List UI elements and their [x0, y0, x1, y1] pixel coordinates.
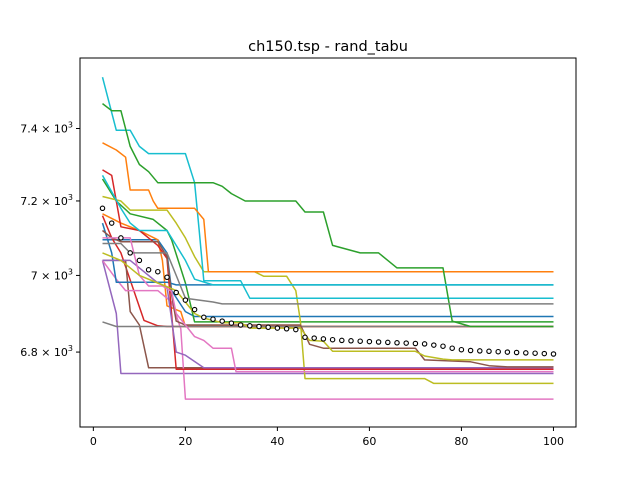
mean-point — [127, 250, 133, 256]
series-line-12 — [102, 142, 554, 273]
mean-markers — [99, 205, 557, 357]
series-line-2 — [102, 213, 554, 328]
mean-point — [311, 335, 317, 341]
mean-point — [486, 348, 492, 355]
mean-point — [412, 340, 419, 347]
mean-point — [403, 340, 409, 346]
mean-point — [274, 325, 281, 331]
mean-point — [532, 350, 538, 356]
mean-point — [513, 349, 520, 356]
y-tick-label: 6.8 × 103 — [20, 344, 73, 359]
x-tick-label: 80 — [454, 435, 468, 448]
series-line-14 — [102, 169, 554, 370]
mean-point — [467, 347, 474, 354]
mean-point — [173, 289, 179, 296]
mean-point — [357, 338, 363, 344]
y-axis: 6.8 × 103 7 × 103 7.2 × 103 7.4 × 103 — [20, 121, 80, 359]
mean-point — [329, 336, 336, 343]
mean-point — [348, 338, 354, 344]
mean-point — [440, 343, 446, 349]
mean-point — [108, 220, 115, 226]
plot-area — [79, 57, 577, 428]
series-line-13 — [102, 103, 554, 328]
mean-point — [375, 339, 382, 345]
mean-point — [504, 349, 511, 355]
y-tick-label: 7.2 × 103 — [20, 193, 73, 208]
series-group — [101, 77, 554, 400]
mean-point — [191, 306, 198, 313]
series-line-18 — [102, 242, 554, 305]
mean-point — [550, 351, 557, 357]
x-tick-label: 40 — [270, 435, 284, 448]
mean-point — [366, 338, 373, 345]
mean-point — [302, 334, 308, 341]
series-line-20 — [101, 175, 554, 286]
mean-point — [228, 320, 235, 326]
mean-point — [385, 339, 391, 346]
mean-point — [477, 348, 483, 354]
series-line-5 — [101, 260, 554, 375]
mean-point — [283, 326, 290, 332]
mean-point — [339, 337, 345, 344]
x-tick-label: 60 — [362, 435, 376, 448]
series-line-7 — [101, 259, 554, 400]
mean-point — [136, 257, 143, 264]
x-tick-label: 0 — [90, 435, 97, 448]
mean-point — [265, 324, 271, 331]
mean-point — [237, 322, 244, 328]
y-tick-label: 7.4 × 103 — [20, 121, 73, 136]
x-tick-label: 100 — [543, 435, 564, 448]
chart-title: ch150.tsp - rand_tabu — [248, 39, 408, 55]
mean-point — [247, 323, 253, 329]
x-axis: 0 20 40 60 80 100 — [90, 427, 564, 448]
mean-point — [155, 268, 161, 275]
mean-point — [495, 348, 501, 355]
y-tick-label: 7 × 103 — [31, 267, 73, 282]
mean-point — [145, 267, 152, 273]
series-line-10 — [101, 77, 554, 299]
mean-point — [523, 350, 529, 356]
mean-point — [99, 205, 106, 212]
mean-point — [118, 235, 124, 241]
mean-point — [458, 346, 465, 353]
mean-point — [421, 341, 428, 347]
mean-point — [320, 336, 327, 342]
mean-point — [201, 314, 207, 321]
mean-point — [219, 318, 225, 324]
plot-frame — [79, 57, 577, 428]
mean-point — [394, 340, 400, 346]
mean-point — [210, 316, 216, 322]
mean-point — [164, 274, 170, 281]
mean-point — [293, 326, 299, 333]
series-line-17 — [102, 237, 554, 373]
mean-point — [182, 297, 189, 303]
mean-point — [449, 345, 455, 351]
x-tick-label: 20 — [178, 435, 192, 448]
mean-point — [541, 350, 548, 357]
series-line-8 — [102, 321, 554, 328]
mean-point — [256, 323, 262, 330]
mean-point — [431, 342, 437, 348]
